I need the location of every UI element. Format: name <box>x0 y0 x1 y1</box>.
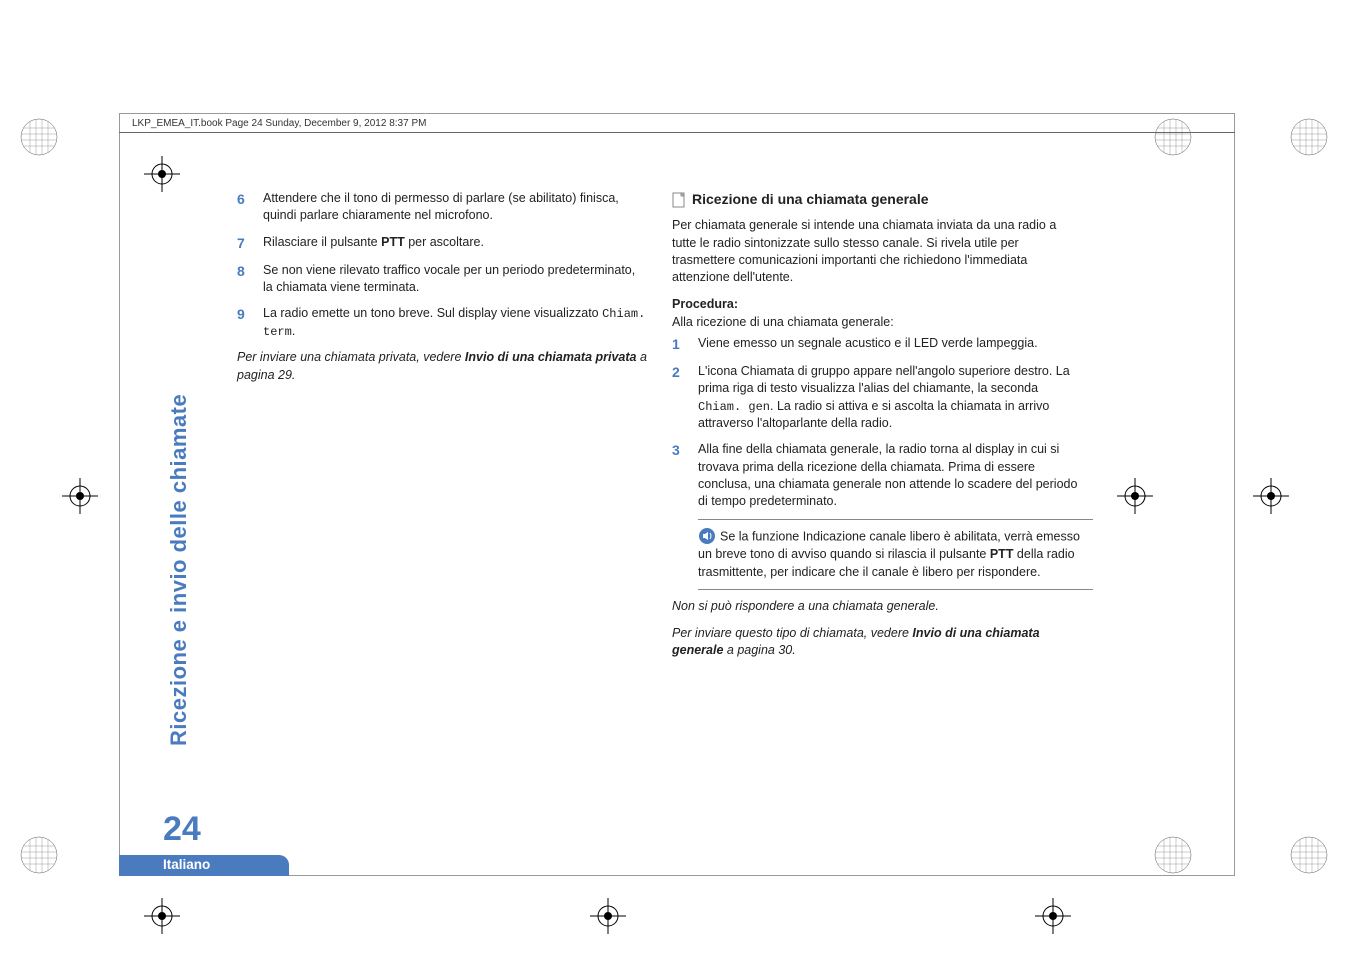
step-number: 9 <box>237 305 263 340</box>
header-rule <box>119 132 1235 133</box>
step-text: Se non viene rilevato traffico vocale pe… <box>263 262 647 297</box>
section-heading-text: Ricezione di una chiamata generale <box>692 190 929 209</box>
header-text: LKP_EMEA_IT.book Page 24 Sunday, Decembe… <box>132 118 426 129</box>
reg-mark-br <box>1035 898 1071 934</box>
step-7: 7 Rilasciare il pulsante PTT per ascolta… <box>237 234 647 253</box>
crop-mark-tr2 <box>1288 116 1330 158</box>
step-number: 8 <box>237 262 263 297</box>
step-number: 7 <box>237 234 263 253</box>
step-number: 3 <box>672 441 698 510</box>
crop-mark-br2 <box>1288 834 1330 876</box>
step-text: Attendere che il tono di permesso di par… <box>263 190 647 225</box>
step-1: 1 Viene emesso un segnale acustico e il … <box>672 335 1082 354</box>
step-3: 3 Alla fine della chiamata generale, la … <box>672 441 1082 510</box>
page-number: 24 <box>163 810 201 849</box>
side-tab-text: Ricezione e invio delle chiamate <box>166 394 192 746</box>
left-column: 6 Attendere che il tono di permesso di p… <box>237 190 647 394</box>
procedure-label: Procedura: <box>672 297 738 311</box>
language-label: Italiano <box>163 857 210 872</box>
divider <box>698 589 1093 590</box>
step-text: L'icona Chiamata di gruppo appare nell'a… <box>698 363 1082 432</box>
language-tab: Italiano <box>119 855 289 876</box>
step-2: 2 L'icona Chiamata di gruppo appare nell… <box>672 363 1082 432</box>
step-number: 6 <box>237 190 263 225</box>
step-number: 1 <box>672 335 698 354</box>
step-text: Alla fine della chiamata generale, la ra… <box>698 441 1082 510</box>
footnote-1: Non si può rispondere a una chiamata gen… <box>672 598 1082 615</box>
crop-mark-tl <box>18 116 60 158</box>
procedure-block: Procedura: Alla ricezione di una chiamat… <box>672 296 1082 331</box>
step-8: 8 Se non viene rilevato traffico vocale … <box>237 262 647 297</box>
reg-mark-bl <box>144 898 180 934</box>
step-text: La radio emette un tono breve. Sul displ… <box>263 305 647 340</box>
reg-mark-bm <box>590 898 626 934</box>
section-heading: Ricezione di una chiamata generale <box>672 190 1082 209</box>
footnote-2: Per inviare questo tipo di chiamata, ved… <box>672 625 1082 660</box>
reg-mark-left <box>62 478 98 514</box>
right-column: Ricezione di una chiamata generale Per c… <box>672 190 1082 670</box>
document-icon <box>672 192 686 208</box>
step-text: Rilasciare il pulsante PTT per ascoltare… <box>263 234 647 253</box>
step-number: 2 <box>672 363 698 432</box>
step-6: 6 Attendere che il tono di permesso di p… <box>237 190 647 225</box>
step-text: Viene emesso un segnale acustico e il LE… <box>698 335 1082 354</box>
side-tab: Ricezione e invio delle chiamate <box>164 314 194 746</box>
procedure-subtext: Alla ricezione di una chiamata generale: <box>672 315 894 329</box>
left-footnote: Per inviare una chiamata privata, vedere… <box>237 349 647 384</box>
intro-paragraph: Per chiamata generale si intende una chi… <box>672 217 1082 286</box>
note-block: Se la funzione Indicazione canale libero… <box>698 528 1093 581</box>
step-9: 9 La radio emette un tono breve. Sul dis… <box>237 305 647 340</box>
divider <box>698 519 1093 520</box>
speaker-icon <box>698 527 716 545</box>
crop-mark-bl <box>18 834 60 876</box>
reg-mark-right2 <box>1253 478 1289 514</box>
